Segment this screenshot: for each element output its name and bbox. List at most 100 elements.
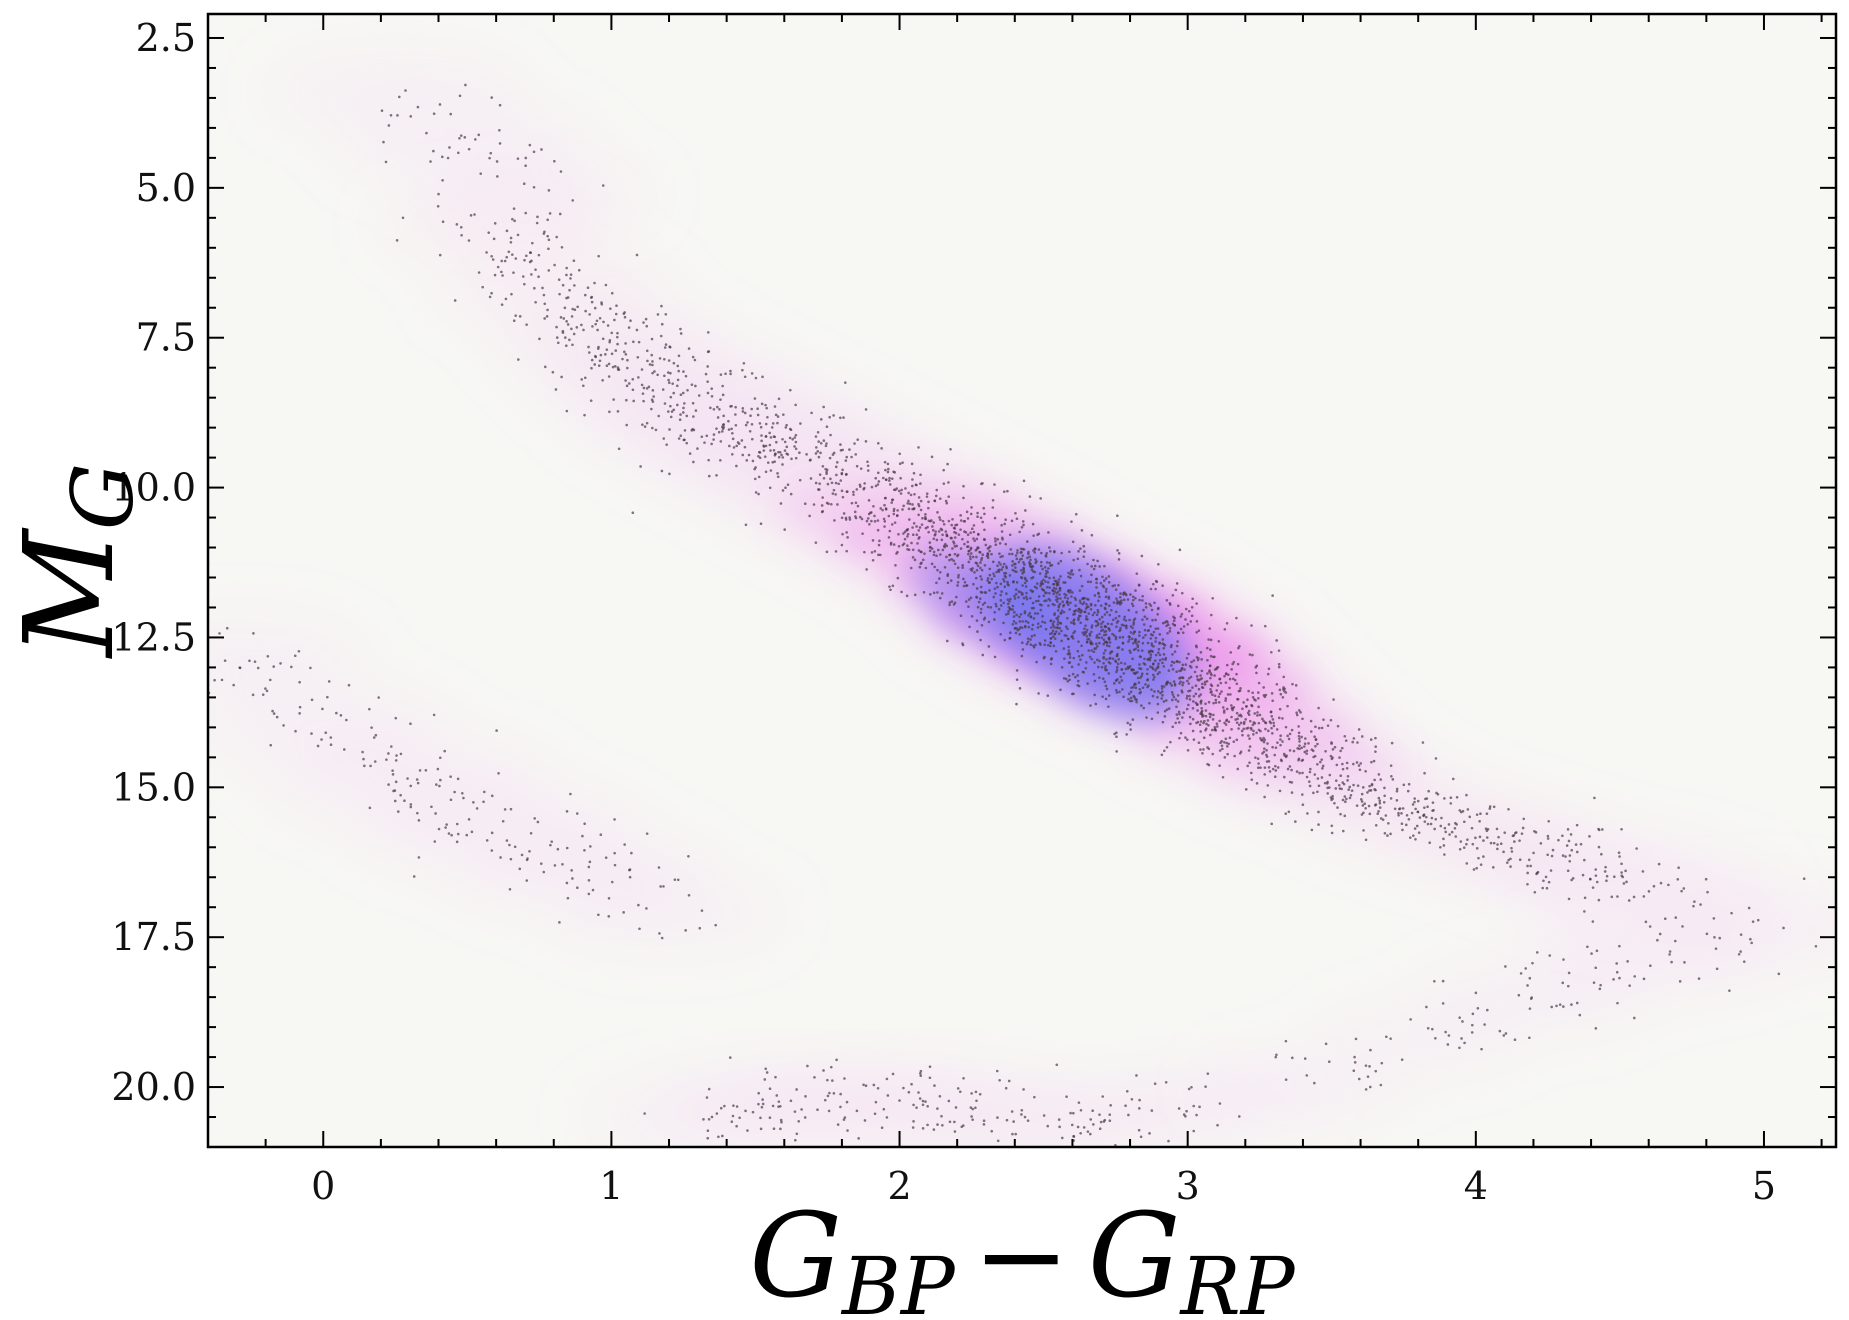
scatter-point <box>1237 646 1240 650</box>
scatter-point <box>1108 657 1111 660</box>
scatter-point <box>1181 683 1184 687</box>
scatter-point <box>1232 705 1236 709</box>
scatter-point <box>1233 754 1236 758</box>
scatter-point <box>927 506 930 510</box>
scatter-point <box>1479 863 1483 866</box>
scatter-point <box>1274 769 1278 772</box>
scatter-point <box>857 1137 860 1140</box>
scatter-point <box>1095 613 1099 617</box>
scatter-point <box>924 513 927 516</box>
scatter-point <box>1092 1123 1095 1126</box>
scatter-point <box>784 426 788 429</box>
scatter-point <box>1072 1111 1075 1115</box>
scatter-point <box>1285 754 1288 757</box>
scatter-point <box>1303 750 1307 754</box>
scatter-point <box>1360 792 1364 796</box>
scatter-point <box>1352 1069 1356 1073</box>
scatter-point <box>658 932 661 935</box>
scatter-point <box>687 855 690 858</box>
scatter-point <box>272 712 276 715</box>
scatter-point <box>957 573 960 577</box>
scatter-point <box>1273 775 1277 779</box>
scatter-point <box>1175 713 1179 716</box>
scatter-point <box>1591 886 1595 889</box>
scatter-point <box>565 320 568 323</box>
scatter-point <box>1504 965 1507 968</box>
scatter-point <box>510 292 513 296</box>
scatter-point <box>950 557 954 561</box>
scatter-point <box>1583 858 1586 862</box>
scatter-point <box>1140 554 1144 558</box>
scatter-point <box>906 544 909 547</box>
scatter-point <box>778 450 782 454</box>
scatter-point <box>1036 612 1040 615</box>
scatter-point <box>1739 950 1742 953</box>
scatter-point <box>808 514 811 518</box>
scatter-point <box>1502 850 1505 854</box>
scatter-point <box>1102 633 1106 637</box>
scatter-point <box>964 584 968 587</box>
scatter-point <box>1632 895 1636 899</box>
scatter-point <box>918 1072 922 1075</box>
scatter-point <box>1338 756 1341 759</box>
scatter-point <box>936 1123 939 1126</box>
scatter-point <box>738 1116 741 1120</box>
scatter-point <box>1097 636 1101 640</box>
scatter-point <box>1620 862 1623 866</box>
scatter-point <box>825 470 828 474</box>
scatter-point <box>1064 677 1068 681</box>
scatter-point <box>1308 784 1312 788</box>
scatter-point <box>924 1100 927 1103</box>
scatter-point <box>1751 920 1755 923</box>
scatter-point <box>1429 822 1433 826</box>
scatter-point <box>1674 939 1677 943</box>
scatter-point <box>542 870 546 874</box>
scatter-point <box>751 1110 755 1114</box>
scatter-point <box>983 538 986 542</box>
scatter-point <box>994 602 998 606</box>
scatter-point <box>687 893 691 897</box>
scatter-point <box>509 807 513 811</box>
scatter-point <box>721 1134 724 1138</box>
scatter-point <box>887 467 890 471</box>
scatter-point <box>1195 620 1199 623</box>
scatter-point <box>1218 692 1222 696</box>
scatter-point <box>902 532 905 535</box>
scatter-point <box>1078 599 1082 602</box>
scatter-point <box>1069 601 1072 605</box>
scatter-point <box>982 1119 986 1123</box>
scatter-point <box>1400 822 1404 826</box>
scatter-point <box>972 537 975 540</box>
scatter-point <box>941 548 945 552</box>
scatter-point <box>942 522 946 526</box>
scatter-point <box>1591 920 1595 923</box>
scatter-point <box>1277 665 1281 669</box>
scatter-point <box>879 553 882 557</box>
scatter-point <box>512 207 516 210</box>
scatter-point <box>1108 1113 1112 1116</box>
scatter-point <box>979 585 983 589</box>
scatter-point <box>449 775 452 778</box>
scatter-point <box>978 597 982 600</box>
scatter-point <box>1065 601 1069 605</box>
scatter-point <box>1550 1005 1554 1009</box>
scatter-point <box>669 395 673 399</box>
scatter-point <box>1238 689 1242 693</box>
scatter-point <box>1200 699 1203 703</box>
scatter-point <box>548 212 552 215</box>
scatter-point <box>605 364 609 368</box>
scatter-point <box>791 437 794 441</box>
scatter-point <box>1416 799 1420 803</box>
scatter-point <box>1605 874 1609 878</box>
scatter-point <box>918 526 922 529</box>
scatter-point <box>971 555 975 559</box>
scatter-point <box>953 562 957 566</box>
scatter-point <box>863 1119 867 1122</box>
scatter-point <box>1014 621 1018 625</box>
scatter-point <box>684 929 687 932</box>
scatter-point <box>888 529 892 533</box>
scatter-point <box>1134 638 1137 641</box>
scatter-point <box>1451 777 1455 781</box>
scatter-point <box>1179 615 1183 618</box>
scatter-point <box>1153 659 1157 662</box>
